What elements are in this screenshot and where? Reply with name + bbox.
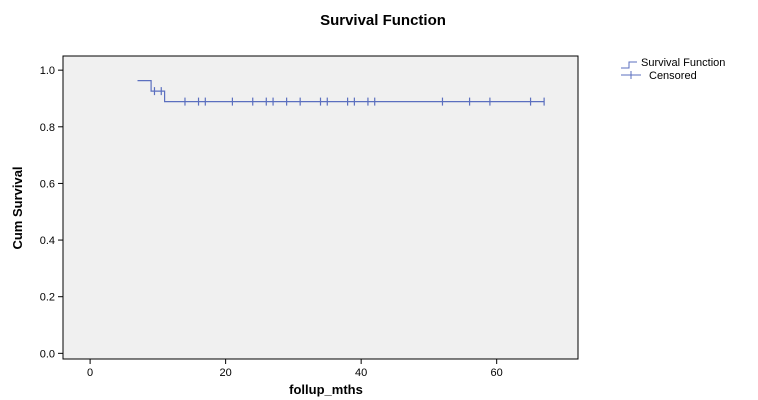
y-tick-label: 0.6 <box>40 178 55 190</box>
series-layer <box>137 80 545 106</box>
y-axis: 0.0 0.2 0.4 0.6 0.8 1.0 <box>40 65 63 360</box>
y-tick-label: 0.2 <box>40 292 55 304</box>
legend-step-icon <box>621 61 637 69</box>
survival-function-line <box>137 80 545 103</box>
x-axis-label: follup_mths <box>289 382 363 397</box>
legend-label-survival-function: Survival Function <box>641 57 725 69</box>
y-tick-label: 0.8 <box>40 122 55 134</box>
y-tick-label: 0.4 <box>40 235 55 247</box>
y-tick-label: 1.0 <box>40 65 55 77</box>
plot-area <box>62 55 579 360</box>
legend-censor-icon <box>621 71 641 79</box>
y-axis-label: Cum Survival <box>10 166 25 249</box>
legend: Survival Function Censored <box>621 57 725 82</box>
legend-item-survival-function: Survival Function <box>621 57 725 69</box>
x-tick-label: 20 <box>220 367 232 379</box>
y-tick-label: 0.0 <box>40 348 55 360</box>
legend-label-censored: Censored <box>649 70 697 82</box>
legend-item-censored: Censored <box>621 70 697 82</box>
chart-title: Survival Function <box>320 12 446 29</box>
x-tick-label: 60 <box>491 367 503 379</box>
x-tick-label: 0 <box>87 367 93 379</box>
x-axis: 0 20 40 60 <box>87 359 503 379</box>
x-tick-label: 40 <box>355 367 367 379</box>
